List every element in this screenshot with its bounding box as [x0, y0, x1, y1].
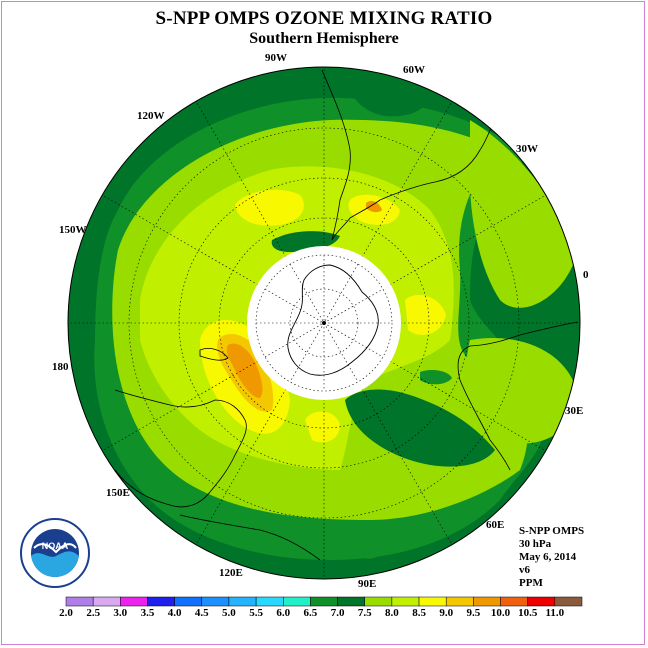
label-30w: 30W	[516, 143, 538, 155]
colorbar-tick-label: 5.5	[249, 607, 263, 619]
colorbar-tick-label: 2.5	[86, 607, 101, 619]
colorbar-swatch	[147, 596, 175, 607]
colorbar-swatch	[554, 596, 583, 607]
colorbar	[65, 596, 583, 607]
colorbar-tick-label: 3.5	[140, 607, 155, 619]
noaa-logo-text: NOAA	[42, 541, 69, 551]
meridian-150e	[101, 322, 325, 452]
label-120w: 120W	[137, 110, 165, 122]
label-150w: 150W	[59, 224, 87, 236]
field-green-south	[345, 534, 385, 559]
colorbar-swatch	[418, 596, 447, 607]
info-block: S-NPP OMPS 30 hPa May 6, 2014 v6 PPM	[519, 525, 584, 590]
field-green-east	[420, 370, 452, 385]
field-yellow-upper	[235, 189, 304, 226]
colorbar-tick-label: 4.5	[194, 607, 209, 619]
field-light-green-se	[466, 338, 578, 444]
colorbar-tick-label: 5.0	[222, 607, 236, 619]
label-90w: 90W	[265, 52, 287, 64]
colorbar-swatch	[473, 596, 501, 607]
label-90e: 90E	[358, 578, 376, 590]
info-date: May 6, 2014	[519, 551, 577, 563]
colorbar-tick-label: 8.5	[412, 607, 426, 619]
colorbar-tick-label: 8.0	[385, 607, 399, 619]
colorbar-swatch	[65, 596, 94, 607]
field-orange	[226, 343, 263, 398]
map-subtitle: Southern Hemisphere	[249, 30, 399, 47]
info-level: 30 hPa	[519, 538, 552, 550]
meridian-150w	[101, 194, 325, 324]
coast-new-zealand	[199, 348, 229, 361]
colorbar-swatch	[201, 596, 230, 607]
meridian-60e	[323, 322, 453, 546]
colorbar-tick-label: 4.0	[167, 607, 182, 619]
field-orange-north	[366, 200, 382, 213]
colorbar-tick-label: 7.5	[357, 607, 372, 619]
meridian-120w	[195, 100, 325, 324]
field-yellow-lower	[305, 411, 340, 443]
label-180: 180	[52, 361, 69, 373]
label-150e: 150E	[106, 487, 130, 499]
field-yellow-right	[405, 295, 446, 335]
noaa-logo: NOAA	[20, 518, 90, 588]
meridian-30w	[323, 194, 547, 324]
colorbar-swatch	[500, 596, 528, 607]
colorbar-swatch	[283, 596, 311, 607]
label-0: 0	[583, 269, 589, 281]
colorbar-tick-label: 10.0	[490, 607, 511, 619]
colorbar-tick-label: 11.0	[545, 607, 565, 619]
coast-africa	[457, 321, 579, 471]
coast-australia	[114, 389, 247, 508]
meridian-60w	[323, 100, 453, 324]
colorbar-labels: 2.0 2.5 3.0 3.5 4.0 4.5 5.0 5.5 6.0 6.5 7.0 7.5 8.0 8…	[0, 607, 648, 621]
info-version: v6	[519, 564, 530, 576]
colorbar-swatch	[228, 596, 257, 607]
coast-indonesia	[179, 514, 321, 561]
field-dark-green-top	[348, 74, 430, 117]
colorbar-tick-label: 9.5	[466, 607, 481, 619]
colorbar-swatch	[445, 596, 474, 607]
colorbar-tick-label: 2.0	[59, 607, 73, 619]
colorbar-swatch	[92, 596, 121, 607]
colorbar-swatch	[174, 596, 203, 607]
coast-antarctica	[287, 264, 379, 376]
colorbar-swatch	[527, 596, 556, 607]
field-light-green-east	[470, 120, 575, 308]
colorbar-swatch	[120, 596, 148, 607]
colorbar-tick-label: 10.5	[518, 607, 538, 619]
colorbar-tick-label: 7.0	[330, 607, 345, 619]
lat-circle-30	[128, 127, 520, 519]
colorbar-swatch	[337, 596, 365, 607]
info-units: PPM	[519, 577, 543, 589]
meridians	[68, 67, 580, 579]
coastlines	[114, 69, 579, 561]
colorbar-tick-label: 6.0	[276, 607, 291, 619]
colorbar-swatch	[364, 596, 393, 607]
map-title: S-NPP OMPS OZONE MIXING RATIO	[155, 8, 493, 29]
colorbar-swatch	[310, 596, 338, 607]
label-60w: 60W	[403, 64, 425, 76]
coast-south-america	[321, 69, 499, 241]
field-dark-green-east	[345, 389, 495, 467]
label-120e: 120E	[219, 567, 243, 579]
colorbar-tick-label: 6.5	[303, 607, 318, 619]
map-border	[67, 66, 581, 580]
colorbar-swatch	[255, 596, 284, 607]
label-30e: 30E	[565, 405, 583, 417]
meridian-120e	[195, 322, 325, 546]
label-60e: 60E	[486, 519, 504, 531]
colorbar-tick-label: 9.0	[439, 607, 454, 619]
info-product: S-NPP OMPS	[519, 525, 585, 537]
meridian-30e	[323, 322, 547, 452]
south-pole-marker	[322, 321, 326, 325]
colorbar-tick-label: 3.0	[113, 607, 128, 619]
colorbar-swatch	[391, 596, 420, 607]
